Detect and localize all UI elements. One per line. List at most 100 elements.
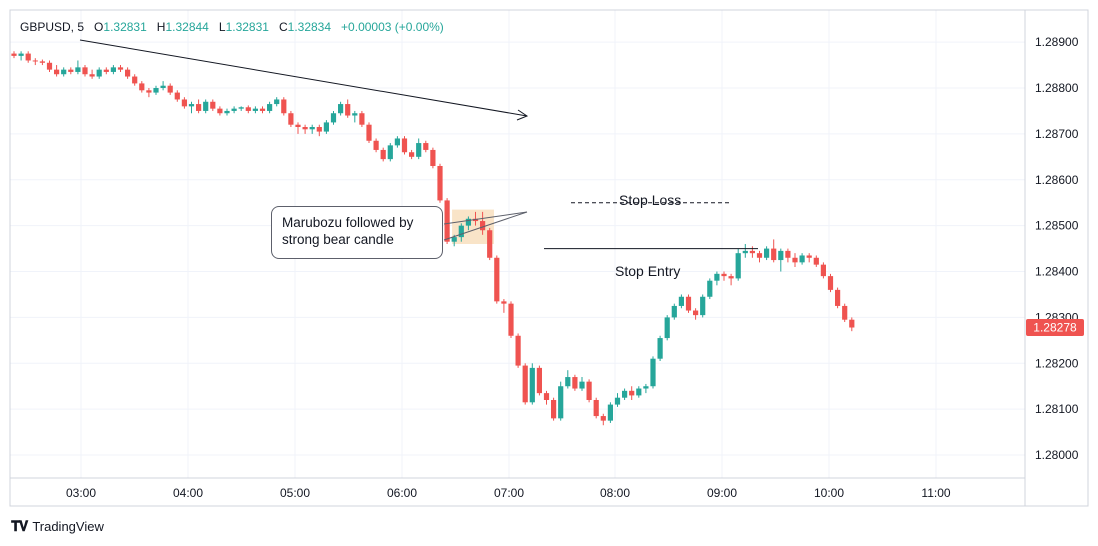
candle [302, 124, 308, 134]
candle-body [139, 83, 145, 91]
candle [224, 108, 230, 116]
tradingview-logo[interactable]: 𝐓𝐕 TradingView [11, 518, 104, 535]
trend-arrow-line[interactable] [79, 39, 528, 117]
x-tick-label: 04:00 [173, 486, 203, 500]
candle [551, 397, 557, 421]
candle [46, 60, 53, 72]
candle [110, 65, 116, 75]
candle [671, 303, 677, 320]
candle-body [160, 85, 166, 88]
candle-body [501, 301, 507, 304]
candle-body [25, 53, 31, 61]
candle [245, 105, 251, 114]
price-axis[interactable]: 1.280001.281001.282001.283001.284001.285… [1035, 35, 1079, 462]
candle [125, 67, 131, 79]
candle [323, 120, 329, 134]
candle-body [749, 250, 755, 254]
candle-body [629, 390, 635, 396]
candle-body [827, 276, 834, 290]
high-value: 1.32844 [165, 20, 209, 34]
y-tick-label: 1.28200 [1035, 356, 1079, 370]
candle-body [799, 255, 805, 263]
candle [39, 59, 45, 66]
candle-body [309, 127, 315, 130]
candle-body [167, 85, 173, 93]
candle-body [274, 99, 280, 105]
candle-body [416, 143, 422, 157]
y-tick-label: 1.28400 [1035, 265, 1079, 279]
candle-body [373, 140, 379, 150]
candle-body [842, 305, 848, 320]
candle-body [89, 74, 95, 77]
candle [728, 273, 734, 286]
candle-body [515, 335, 521, 366]
candle [267, 101, 273, 114]
chart-frame [9, 9, 1089, 507]
annotation-callout[interactable]: Marubozu followed by strong bear candle [271, 206, 443, 259]
candle-body [401, 138, 408, 153]
drawings-group: Stop Loss Stop Entry [79, 39, 758, 279]
candle [210, 99, 216, 111]
candle-body [529, 367, 535, 403]
candle-body [508, 303, 514, 336]
candle-body [565, 377, 571, 387]
tradingview-label: TradingView [32, 519, 104, 534]
candle-body [110, 67, 116, 72]
candle-body [458, 225, 464, 238]
candle [174, 90, 180, 102]
candle-body [650, 358, 656, 387]
candle-body [267, 104, 273, 111]
candle [117, 65, 124, 72]
candle [231, 106, 237, 114]
x-tick-label: 07:00 [494, 486, 524, 500]
candle [487, 227, 493, 261]
candle-body [785, 250, 791, 258]
candle [188, 101, 195, 114]
candle-body [210, 101, 216, 109]
candle [160, 81, 166, 91]
candle-body [132, 76, 138, 84]
candle [217, 106, 223, 116]
candle [565, 370, 571, 389]
y-tick-label: 1.28800 [1035, 81, 1079, 95]
candle-body [579, 381, 585, 389]
candle-body [593, 400, 599, 417]
y-tick-label: 1.28700 [1035, 127, 1079, 141]
candle [458, 223, 464, 242]
candle-body [451, 237, 457, 242]
candle [742, 244, 748, 258]
candle [572, 374, 578, 391]
x-tick-label: 09:00 [707, 486, 737, 500]
candle [153, 85, 159, 95]
candle [132, 74, 138, 86]
candle [274, 97, 280, 107]
candle [238, 106, 244, 111]
candle [75, 60, 81, 75]
candle-body [224, 110, 230, 114]
ohlc-legend: GBPUSD, 5 O1.32831 H1.32844 L1.32831 C1.… [20, 20, 444, 34]
candle [366, 122, 372, 144]
candle-body [174, 92, 180, 100]
candle-body [196, 104, 202, 111]
candle [600, 413, 606, 426]
candle [423, 140, 429, 153]
time-axis[interactable]: 03:00 04:00 05:00 06:00 07:00 08:00 09:00 10:00… [66, 486, 951, 500]
candle-body [820, 264, 826, 277]
candle [387, 143, 393, 162]
candle-body [707, 280, 713, 297]
candle [295, 122, 301, 134]
x-tick-label: 08:00 [600, 486, 630, 500]
candle-body [288, 113, 294, 125]
symbol-label[interactable]: GBPUSD, 5 [20, 20, 85, 34]
candle-body [622, 390, 628, 398]
candle-body [125, 69, 131, 77]
candle-body [636, 388, 642, 396]
candle [792, 253, 798, 267]
candle [359, 110, 365, 127]
candle-body [764, 248, 770, 258]
candle-body [75, 67, 81, 72]
candle [586, 379, 592, 403]
candle [416, 138, 422, 160]
candle-body [380, 149, 386, 160]
